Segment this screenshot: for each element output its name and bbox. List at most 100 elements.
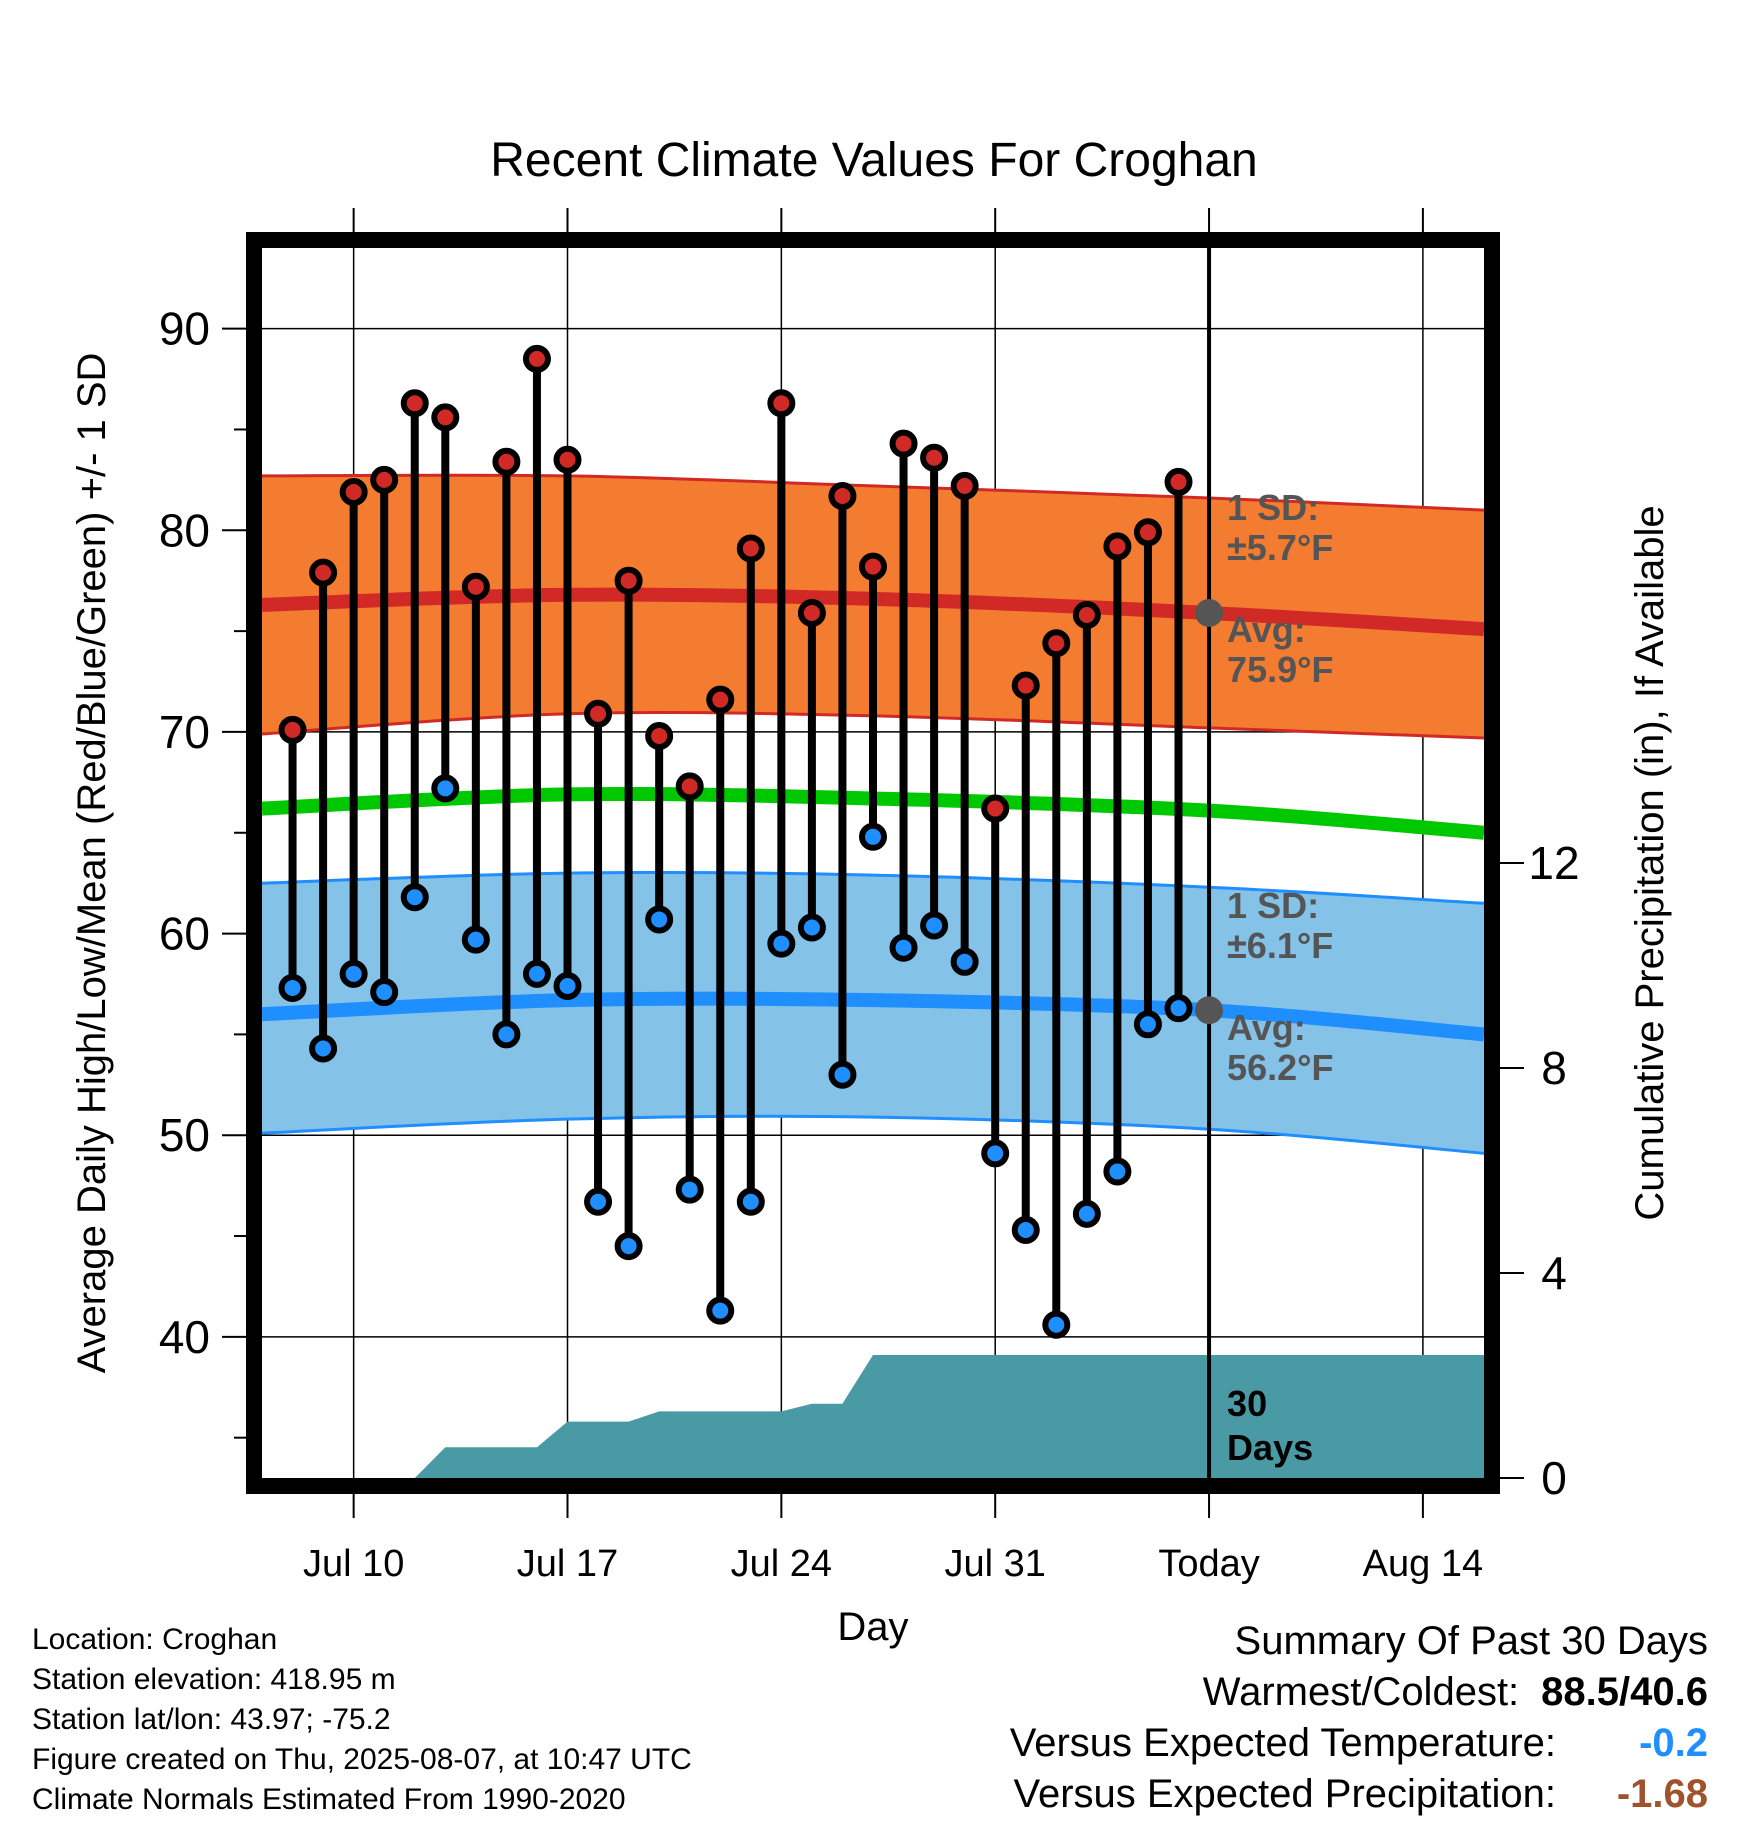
low-point: [736, 1187, 765, 1216]
summary-warmest-value: 88.5/40.6: [1541, 1670, 1708, 1714]
plot-border: [246, 232, 1500, 1494]
low-point: [614, 1232, 643, 1261]
y2-tick-label: 12: [1528, 837, 1579, 889]
y-tick-label: 90: [159, 303, 210, 355]
high-point: [828, 482, 857, 511]
y-tick-label: 70: [159, 706, 210, 758]
location-text: Location: Croghan: [32, 1623, 278, 1656]
low-point: [706, 1296, 735, 1325]
high-point: [675, 772, 704, 801]
x-tick-label: Jul 31: [944, 1543, 1045, 1585]
high-point: [614, 566, 643, 595]
high-sd-value: ±5.7°F: [1227, 527, 1333, 568]
precip-days-number: 30: [1227, 1383, 1267, 1424]
high-point: [278, 715, 307, 744]
y-tick-label: 80: [159, 504, 210, 556]
y2-axis-label: Cumulative Precipitation (in), If Availa…: [1628, 505, 1672, 1220]
elevation-text: Station elevation: 418.95 m: [32, 1663, 396, 1696]
low-point: [278, 974, 307, 1003]
high-point: [431, 403, 460, 432]
x-axis-label: Day: [837, 1605, 908, 1649]
low-point: [553, 972, 582, 1000]
high-point: [492, 447, 521, 476]
precip-days-label: Days: [1227, 1427, 1313, 1468]
high-point: [981, 794, 1010, 823]
low-avg-line: [261, 991, 1485, 1042]
low-point: [1164, 994, 1193, 1023]
today-high-avg-marker: [1195, 598, 1224, 627]
low-point: [767, 929, 796, 958]
high-point: [920, 443, 949, 472]
y2-tick-label: 0: [1541, 1452, 1567, 1504]
summary-warmest-row: Warmest/Coldest: 88.5/40.6: [1010, 1667, 1708, 1718]
axes: 40 50 60 70 80 90 0 4 8 12 Jul 10 Jul 17 Jul 24 Jul 3…: [159, 208, 1580, 1585]
high-point: [584, 699, 613, 728]
precip-area: [262, 1355, 1484, 1478]
summary-temp-row: Versus Expected Temperature: -0.2: [1010, 1718, 1708, 1769]
high-point: [461, 572, 490, 601]
high-point: [889, 429, 918, 458]
high-point: [950, 471, 979, 500]
high-avg-value: 75.9°F: [1227, 649, 1333, 690]
high-avg-label: Avg:: [1227, 609, 1306, 650]
y2-tick-label: 4: [1541, 1247, 1567, 1299]
latlon-text: Station lat/lon: 43.97; -75.2: [32, 1703, 391, 1736]
low-avg-label: Avg:: [1227, 1007, 1306, 1048]
low-point: [950, 947, 979, 976]
high-point: [859, 552, 887, 581]
high-point: [522, 344, 551, 373]
high-point: [736, 534, 765, 563]
high-point: [797, 598, 826, 627]
high-point: [1072, 600, 1101, 629]
x-tick-label: Today: [1158, 1543, 1259, 1585]
y-tick-label: 50: [159, 1109, 210, 1161]
low-point: [889, 933, 918, 962]
created-text: Figure created on Thu, 2025-08-07, at 10…: [32, 1743, 692, 1776]
high-point: [767, 389, 796, 418]
high-point: [553, 445, 582, 474]
high-point: [1042, 629, 1071, 658]
high-point: [645, 721, 674, 750]
high-point: [400, 389, 429, 418]
low-sd-label: 1 SD:: [1227, 885, 1319, 926]
today-low-avg-marker: [1195, 996, 1224, 1025]
low-point: [522, 959, 551, 988]
low-point: [492, 1020, 521, 1049]
low-point: [920, 911, 949, 940]
low-point: [1072, 1199, 1101, 1228]
x-tick-label: Aug 14: [1363, 1543, 1483, 1585]
x-tick-label: Jul 17: [517, 1543, 618, 1585]
summary-precip-label: Versus Expected Precipitation:: [1013, 1772, 1556, 1816]
high-sd-label: 1 SD:: [1227, 487, 1319, 528]
high-sd-band-upper-edge: [261, 473, 1485, 512]
chart-title: Recent Climate Values For Croghan: [490, 134, 1257, 187]
low-sd-band-upper-edge: [261, 870, 1485, 905]
high-point: [1103, 532, 1132, 561]
x-tick-label: Jul 24: [731, 1543, 832, 1585]
y-tick-label: 40: [159, 1311, 210, 1363]
low-avg-value: 56.2°F: [1227, 1047, 1333, 1088]
low-point: [828, 1060, 857, 1089]
high-point: [339, 477, 368, 506]
y2-tick-label: 8: [1541, 1042, 1567, 1094]
y-tick-label: 60: [159, 908, 210, 960]
low-point: [645, 905, 674, 934]
summary-panel: Summary Of Past 30 Days Warmest/Coldest:…: [1010, 1616, 1708, 1820]
low-point: [584, 1187, 613, 1216]
low-point: [400, 883, 429, 912]
low-point: [461, 925, 490, 954]
low-point: [1011, 1215, 1040, 1244]
low-point: [339, 959, 368, 988]
plot-frame: [246, 232, 1500, 1494]
summary-precip-row: Versus Expected Precipitation: -1.68: [1010, 1769, 1708, 1820]
high-point: [309, 558, 338, 587]
high-point: [1011, 671, 1040, 700]
y-axis-label: Average Daily High/Low/Mean (Red/Blue/Gr…: [70, 353, 114, 1374]
low-point: [309, 1034, 338, 1063]
low-sd-band-lower-edge: [261, 1114, 1485, 1155]
precip-cumulative-area: [262, 1355, 1484, 1478]
normals-text: Climate Normals Estimated From 1990-2020: [32, 1783, 626, 1816]
low-point: [981, 1139, 1010, 1168]
daily-series: [278, 344, 1193, 1339]
